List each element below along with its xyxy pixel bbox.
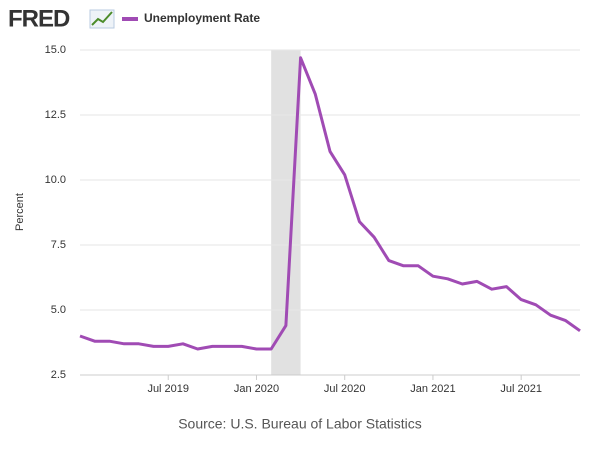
logo-icon [89,9,115,29]
series-line [79,56,581,351]
y-tick-label: 2.5 [51,369,66,381]
y-tick-label: 7.5 [51,239,66,251]
x-tick-label: Jul 2020 [324,383,366,395]
y-tick-label: 15.0 [45,44,66,56]
y-axis-label: Percent [14,193,26,231]
x-tick-label: Jul 2019 [147,383,189,395]
source: Source: U.S. Bureau of Labor Statistics [178,416,422,432]
y-tick-label: 12.5 [45,109,66,121]
y-tick-label: 5.0 [51,304,66,316]
y-tick-label: 10.0 [45,174,66,186]
x-tick-label: Jan 2021 [410,383,455,395]
logo: FRED [8,5,70,32]
x-tick-label: Jul 2021 [500,383,542,395]
legend-label: Unemployment Rate [144,11,260,25]
x-tick-label: Jan 2020 [234,383,279,395]
